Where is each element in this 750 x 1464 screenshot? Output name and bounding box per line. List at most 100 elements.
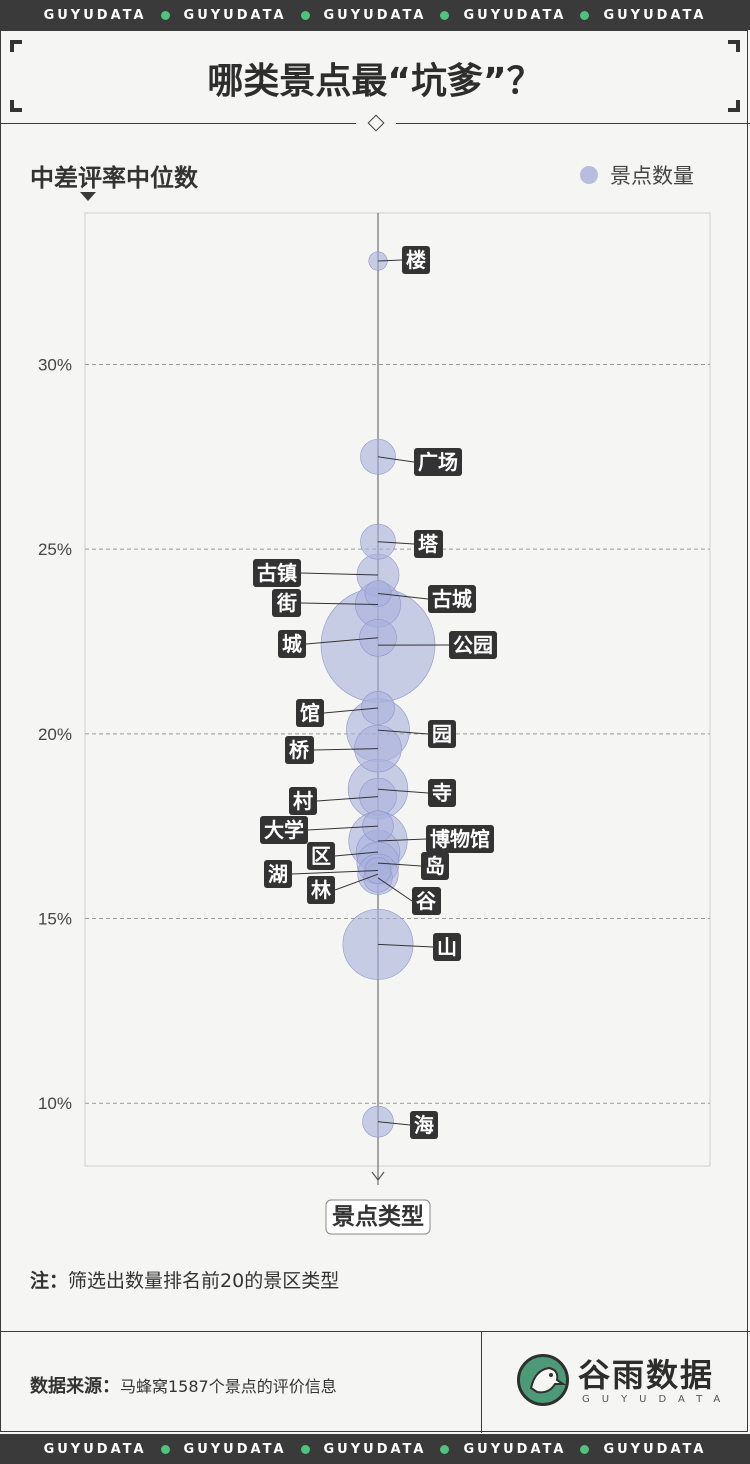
point-label-box xyxy=(296,699,324,727)
point-label: 大学 xyxy=(264,818,304,842)
point-label: 馆 xyxy=(300,701,320,725)
point-label: 公园 xyxy=(453,633,493,657)
leader-line xyxy=(377,943,434,948)
banner-word: GUYUDATA xyxy=(183,1441,287,1457)
banner-dot xyxy=(300,1444,310,1454)
triangle-down-icon xyxy=(80,192,96,201)
leader-line xyxy=(377,541,415,545)
banner-dot xyxy=(160,10,170,20)
y-tick-label: 20% xyxy=(38,725,72,744)
banner-word: GUYUDATA xyxy=(43,7,147,23)
banner-dot xyxy=(160,1444,170,1454)
note: 注：筛选出数量排名前20的景区类型 xyxy=(30,1266,339,1293)
banner-dot xyxy=(300,10,310,20)
leader-line xyxy=(334,851,379,857)
leader-line xyxy=(377,862,422,867)
data-source: 数据来源：马蜂窝1587个景点的评价信息 xyxy=(30,1372,337,1398)
y-tick-label: 30% xyxy=(38,355,72,374)
corner-tr-icon xyxy=(728,40,740,52)
point-label: 岛 xyxy=(425,854,445,878)
page-frame xyxy=(0,30,748,1432)
corner-bl-icon xyxy=(10,100,22,112)
point-label-box xyxy=(428,779,456,807)
bottom-banner: GUYUDATA GUYUDATA GUYUDATA GUYUDATA GUYU… xyxy=(0,1434,750,1464)
brand-name: 谷雨数据 xyxy=(578,1356,715,1394)
x-axis-label: 景点类型 xyxy=(332,1204,424,1230)
point-label: 塔 xyxy=(418,532,439,556)
leader-line xyxy=(305,637,379,645)
y-tick-label: 25% xyxy=(38,540,72,559)
banner-word: GUYUDATA xyxy=(603,1441,707,1457)
title-area: 哪类景点最“坑爹”？ xyxy=(0,30,750,124)
point-label-box xyxy=(402,246,430,274)
point-label: 古镇 xyxy=(257,561,297,585)
point-label: 园 xyxy=(432,722,452,746)
banner-word: GUYUDATA xyxy=(463,7,567,23)
leader-line xyxy=(291,869,379,875)
title-corners xyxy=(10,40,740,112)
point-label-box xyxy=(278,630,306,658)
point-label-box xyxy=(428,720,456,748)
banner-word: GUYUDATA xyxy=(43,1441,147,1457)
legend: 景点数量 xyxy=(580,160,694,190)
point-label-box xyxy=(412,887,441,915)
leader-line xyxy=(377,788,429,794)
note-prefix: 注： xyxy=(30,1270,69,1292)
point-label-box xyxy=(307,876,335,904)
banner-word: GUYUDATA xyxy=(323,7,427,23)
point-label-box xyxy=(414,448,462,476)
legend-bubble-icon xyxy=(580,166,598,184)
point-label: 谷 xyxy=(416,889,437,913)
source-prefix: 数据来源： xyxy=(30,1376,120,1397)
top-banner: GUYUDATA GUYUDATA GUYUDATA GUYUDATA GUYU… xyxy=(0,0,750,30)
point-label-box xyxy=(285,736,314,764)
y-tick-label: 10% xyxy=(38,1094,72,1113)
point-label: 林 xyxy=(311,878,331,902)
point-label: 山 xyxy=(437,935,457,959)
banner-word: GUYUDATA xyxy=(323,1441,427,1457)
point-label-box xyxy=(433,933,461,961)
point-label: 区 xyxy=(311,844,331,868)
page-title: 哪类景点最“坑爹”？ xyxy=(207,61,543,102)
point-label: 桥 xyxy=(289,738,310,762)
point-label: 寺 xyxy=(432,781,452,805)
point-label: 广场 xyxy=(418,450,458,474)
banner-word: GUYUDATA xyxy=(183,7,287,23)
point-label-box xyxy=(449,631,497,659)
point-label: 村 xyxy=(293,789,313,813)
note-text: 筛选出数量排名前20的景区类型 xyxy=(68,1270,340,1292)
point-label-box xyxy=(421,852,449,880)
point-label-box xyxy=(289,787,317,815)
bird-icon xyxy=(529,1366,567,1394)
banner-dot xyxy=(580,10,590,20)
leader-line xyxy=(377,729,429,735)
x-axis-label-box xyxy=(325,1199,431,1235)
banner-dot xyxy=(580,1444,590,1454)
point-label: 城 xyxy=(282,632,302,656)
y-tick-label: 15% xyxy=(38,910,72,929)
point-label-box xyxy=(307,842,335,870)
leader-line xyxy=(377,456,415,463)
leader-line xyxy=(377,838,427,842)
footer-divider xyxy=(0,1331,750,1332)
leader-line xyxy=(300,602,379,606)
point-label-box xyxy=(272,589,301,617)
leader-line xyxy=(307,825,379,831)
point-label-box xyxy=(428,585,476,613)
point-label: 楼 xyxy=(406,248,426,272)
leader-line xyxy=(377,877,413,902)
point-label: 博物馆 xyxy=(430,827,490,851)
point-label-box xyxy=(414,530,443,558)
plot-area xyxy=(84,212,711,1167)
leader-line xyxy=(323,707,379,714)
leader-line xyxy=(377,1121,411,1126)
leader-line xyxy=(316,796,379,802)
point-label: 古城 xyxy=(432,587,472,611)
corner-br-icon xyxy=(728,100,740,112)
corner-tl-icon xyxy=(10,40,22,52)
leader-line xyxy=(334,873,379,891)
axis-chevron-icon xyxy=(371,1171,385,1181)
leader-line xyxy=(377,259,403,262)
banner-word: GUYUDATA xyxy=(603,7,707,23)
